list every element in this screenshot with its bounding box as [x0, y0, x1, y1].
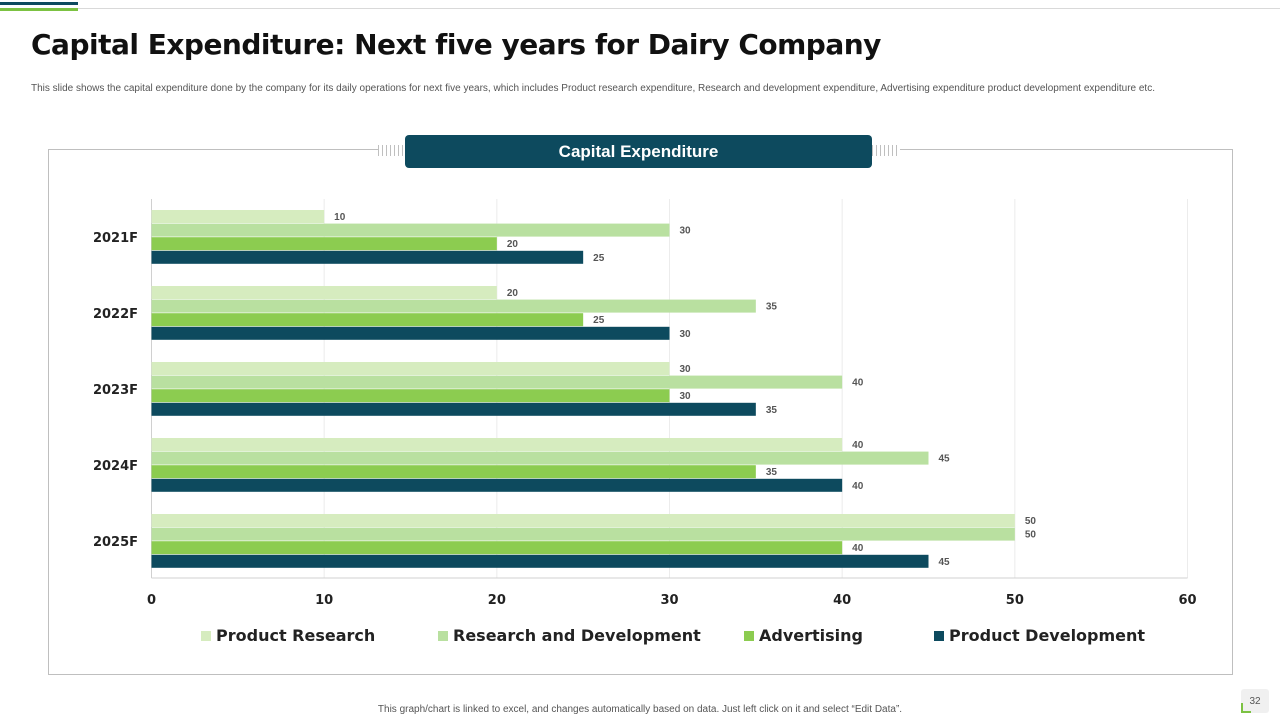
bar-product-research-2024F — [151, 438, 843, 451]
category-label-2022F: 2022F — [93, 307, 138, 322]
bar-research-and-development-2024F — [151, 451, 929, 465]
bar-advertising-2025F — [151, 541, 843, 555]
data-label-product-development-2023F: 35 — [766, 405, 778, 416]
legend-swatch-product-research — [201, 630, 211, 641]
legend-swatch-advertising — [744, 630, 754, 641]
legend-label-advertising: Advertising — [759, 626, 863, 645]
x-tick-label-50: 50 — [1006, 593, 1024, 608]
page-subtitle: This slide shows the capital expenditure… — [31, 83, 1155, 94]
data-label-research-and-development-2024F: 45 — [939, 454, 951, 465]
data-label-product-research-2022F: 20 — [507, 288, 519, 299]
legend-item-advertising: Advertising — [744, 626, 863, 645]
legend-item-product-development: Product Development — [934, 626, 1145, 645]
data-label-product-development-2025F: 45 — [939, 557, 951, 568]
x-tick-label-60: 60 — [1178, 593, 1196, 608]
bar-product-development-2023F — [151, 402, 756, 416]
bar-product-development-2025F — [151, 554, 929, 568]
legend-swatch-research-and-development — [438, 630, 448, 641]
x-tick-label-30: 30 — [660, 593, 678, 608]
corner-mark-icon — [1241, 703, 1251, 713]
data-label-product-development-2024F: 40 — [852, 481, 864, 492]
bar-advertising-2024F — [151, 465, 756, 479]
category-label-2024F: 2024F — [93, 459, 138, 474]
bar-research-and-development-2021F — [151, 223, 670, 237]
data-label-product-development-2022F: 30 — [680, 329, 692, 340]
legend-label-product-development: Product Development — [949, 626, 1146, 645]
legend-swatch-product-development — [934, 630, 944, 641]
chart-header-decoration-left — [378, 145, 406, 156]
bar-advertising-2022F — [151, 313, 584, 327]
data-label-product-research-2024F: 40 — [852, 440, 864, 451]
page-title: Capital Expenditure: Next five years for… — [31, 28, 881, 61]
data-label-research-and-development-2022F: 35 — [766, 302, 778, 313]
chart-legend: Product Research Research and Development… — [0, 626, 1280, 650]
category-label-2025F: 2025F — [93, 535, 138, 550]
chart-title-banner: Capital Expenditure — [405, 135, 872, 168]
x-tick-label-10: 10 — [315, 593, 333, 608]
bar-product-development-2021F — [151, 250, 584, 264]
data-label-research-and-development-2025F: 50 — [1025, 530, 1037, 541]
data-label-advertising-2025F: 40 — [852, 543, 864, 554]
data-label-research-and-development-2021F: 30 — [680, 226, 692, 237]
legend-label-product-research: Product Research — [216, 626, 376, 645]
data-label-product-development-2021F: 25 — [593, 253, 605, 264]
category-label-2023F: 2023F — [93, 383, 138, 398]
data-label-advertising-2023F: 30 — [680, 391, 692, 402]
x-tick-label-0: 0 — [147, 593, 156, 608]
data-label-product-research-2021F: 10 — [334, 212, 346, 223]
x-tick-label-40: 40 — [833, 593, 851, 608]
page-number: 32 — [1241, 689, 1269, 713]
bar-research-and-development-2022F — [151, 299, 756, 313]
top-accent-bar-green — [0, 8, 78, 11]
top-accent-bar-dark — [0, 2, 78, 5]
bar-product-development-2024F — [151, 478, 843, 492]
top-rule — [78, 8, 1280, 9]
bar-advertising-2021F — [151, 237, 497, 251]
legend-item-research-and-development: Research and Development — [438, 626, 701, 645]
legend-item-product-research: Product Research — [201, 626, 375, 645]
chart-title: Capital Expenditure — [558, 141, 719, 161]
bar-advertising-2023F — [151, 389, 670, 403]
data-label-advertising-2022F: 25 — [593, 315, 605, 326]
chart-header-decoration-right — [872, 145, 900, 156]
bar-research-and-development-2023F — [151, 375, 843, 389]
bar-product-research-2022F — [151, 286, 497, 299]
category-label-2021F: 2021F — [93, 231, 138, 246]
bar-product-research-2021F — [151, 210, 325, 223]
data-label-advertising-2021F: 20 — [507, 239, 519, 250]
data-label-product-research-2023F: 30 — [680, 364, 692, 375]
footer-note: This graph/chart is linked to excel, and… — [377, 704, 903, 715]
bar-research-and-development-2025F — [151, 527, 1015, 541]
legend-label-research-and-development: Research and Development — [453, 626, 701, 645]
x-tick-label-20: 20 — [488, 593, 506, 608]
bar-product-research-2023F — [151, 362, 670, 375]
bar-product-development-2022F — [151, 326, 670, 340]
data-label-research-and-development-2023F: 40 — [852, 378, 864, 389]
data-label-product-research-2025F: 50 — [1025, 516, 1037, 527]
bar-product-research-2025F — [151, 514, 1015, 527]
data-label-advertising-2024F: 35 — [766, 467, 778, 478]
